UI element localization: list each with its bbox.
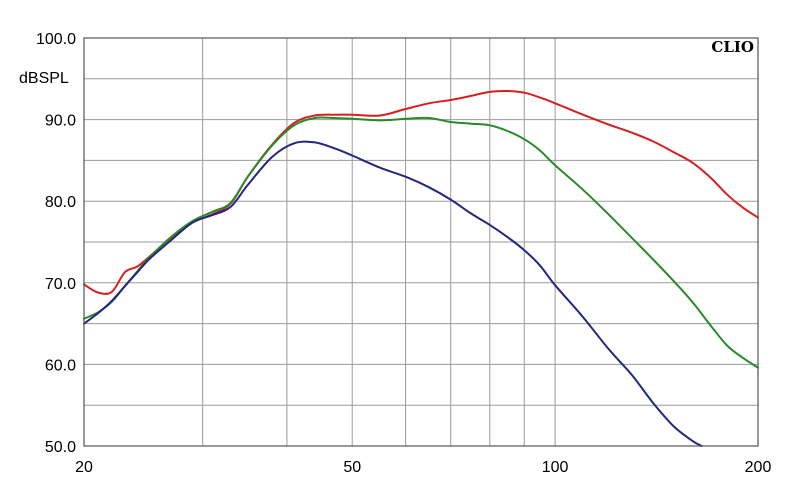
- y-tick-label: 90.0: [45, 113, 76, 130]
- series-line-3: [83, 140, 703, 447]
- clio-logo: CLIO: [711, 38, 754, 56]
- y-tick-label: 80.0: [45, 194, 76, 211]
- x-tick-label: 100: [542, 459, 569, 476]
- y-tick-label: 100.0: [36, 31, 76, 48]
- y-tick-label: 70.0: [45, 276, 76, 293]
- x-tick-label: 50: [343, 459, 361, 476]
- tick-labels: 100.0 90.0 80.0 70.0 60.0 50.0 20 50 100 200: [36, 31, 771, 476]
- grid: [84, 38, 758, 446]
- x-tick-label: 20: [75, 459, 93, 476]
- y-tick-label: 60.0: [45, 357, 76, 374]
- y-axis-label: dBSPL: [19, 70, 69, 87]
- plot-frame: [83, 37, 759, 447]
- series-line-2: [83, 116, 759, 369]
- x-tick-label: 200: [745, 459, 772, 476]
- y-tick-label: 50.0: [45, 439, 76, 456]
- series-layer: [83, 89, 759, 447]
